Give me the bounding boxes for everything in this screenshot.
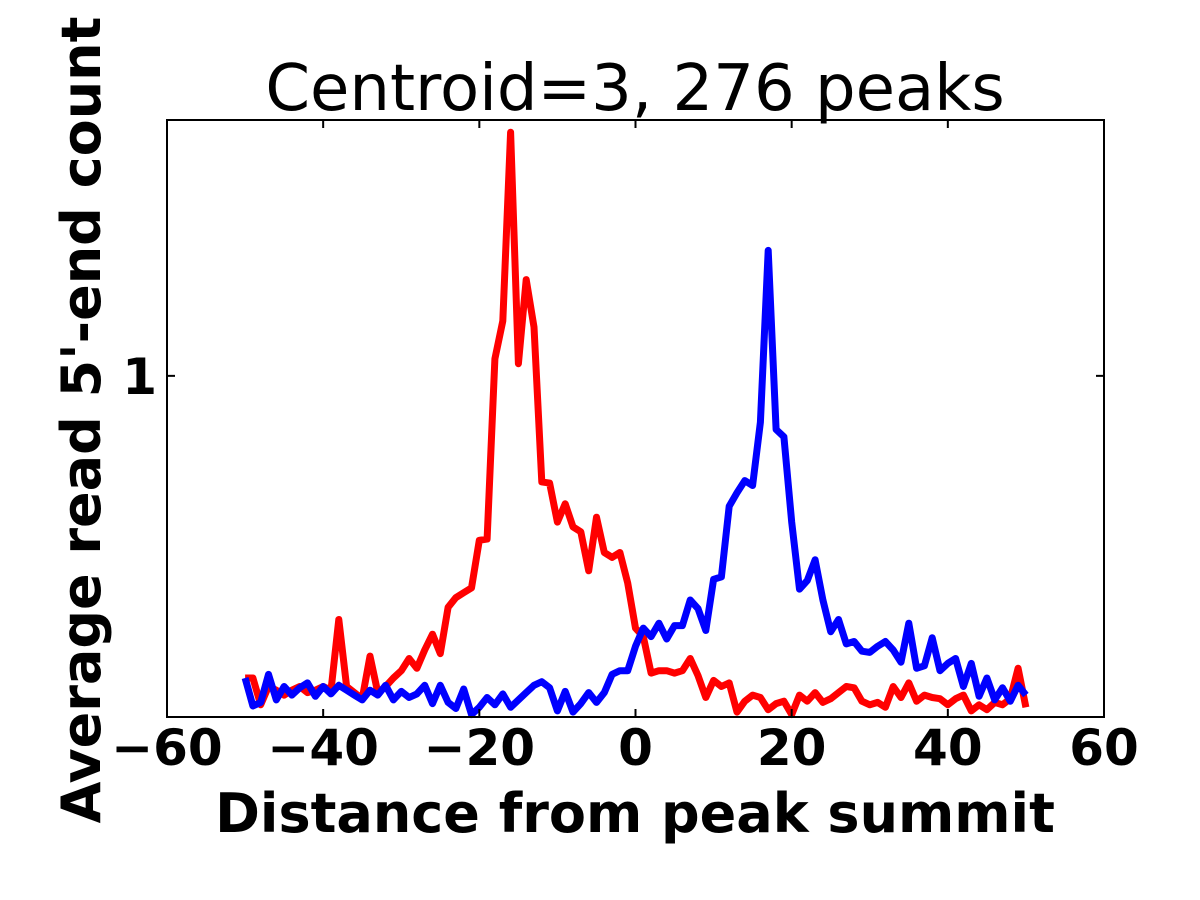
- x-tick-label: 60: [1069, 719, 1139, 777]
- series-line-1: [245, 128, 1030, 719]
- series-line-2: [241, 246, 1029, 719]
- x-tick-label: 20: [757, 719, 827, 777]
- x-tick-label: 40: [913, 719, 983, 777]
- x-tick-label: 0: [618, 719, 653, 777]
- y-axis-label: Average read 5'-end count: [50, 17, 113, 824]
- x-tick-label: −20: [424, 719, 535, 777]
- plot-area: −60 −40 −20 0 20 40 60 1: [111, 119, 1139, 777]
- ticks-layer: −60 −40 −20 0 20 40 60 1: [111, 120, 1139, 777]
- x-tick-label: −40: [267, 719, 378, 777]
- y-tick-label: 1: [122, 348, 157, 406]
- x-tick-label: −60: [111, 719, 222, 777]
- x-axis-label: Distance from peak summit: [215, 782, 1055, 845]
- chart-title: Centroid=3, 276 peaks: [265, 52, 1004, 126]
- series-layer: [241, 128, 1030, 719]
